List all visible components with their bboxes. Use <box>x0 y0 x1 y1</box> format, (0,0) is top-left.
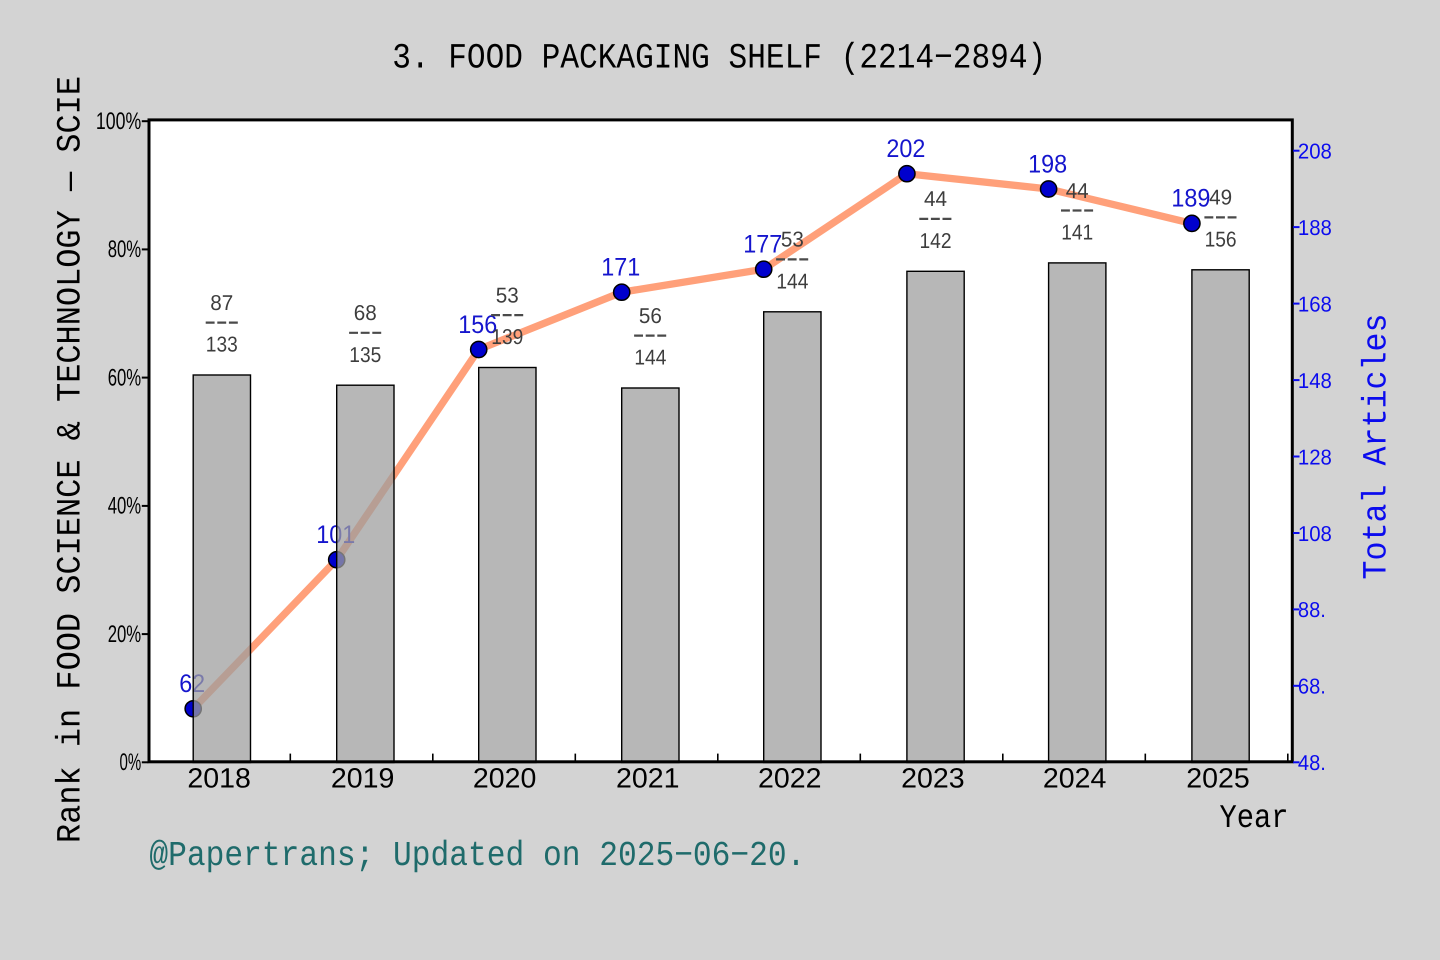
svg-text:3. FOOD PACKAGING SHELF (2214−: 3. FOOD PACKAGING SHELF (2214−2894) <box>392 38 1046 79</box>
svg-text:198: 198 <box>1028 150 1067 178</box>
svg-text:80%: 80% <box>108 236 142 263</box>
svg-text:188: 188 <box>1298 216 1332 240</box>
svg-text:2018: 2018 <box>187 763 251 794</box>
svg-text:Year: Year <box>1220 800 1289 837</box>
svg-text:2021: 2021 <box>616 763 680 794</box>
svg-text:2025: 2025 <box>1186 763 1250 794</box>
svg-text:208: 208 <box>1298 140 1332 164</box>
svg-text:177: 177 <box>743 231 782 259</box>
svg-text:100%: 100% <box>96 108 141 135</box>
svg-text:139: 139 <box>491 325 523 349</box>
svg-text:135: 135 <box>349 343 381 367</box>
svg-text:68.: 68. <box>1298 675 1326 699</box>
svg-text:87: 87 <box>210 291 233 315</box>
svg-text:49: 49 <box>1209 186 1232 210</box>
svg-text:40%: 40% <box>108 493 142 520</box>
svg-text:133: 133 <box>206 333 238 357</box>
svg-text:2024: 2024 <box>1043 763 1107 794</box>
svg-text:168: 168 <box>1298 292 1332 316</box>
svg-text:Rank in FOOD SCIENCE & TECHNOL: Rank in FOOD SCIENCE & TECHNOLOGY — SCIE <box>53 76 91 843</box>
svg-text:108: 108 <box>1298 522 1332 546</box>
svg-text:189: 189 <box>1171 185 1210 213</box>
svg-text:53: 53 <box>781 228 804 252</box>
svg-text:0%: 0% <box>120 749 142 776</box>
svg-text:60%: 60% <box>108 364 142 391</box>
svg-text:144: 144 <box>776 269 808 293</box>
svg-text:156: 156 <box>458 311 497 339</box>
svg-text:144: 144 <box>634 346 666 370</box>
svg-text:141: 141 <box>1061 221 1093 245</box>
svg-text:44: 44 <box>924 187 947 211</box>
svg-text:68: 68 <box>354 301 377 325</box>
svg-text:156: 156 <box>1205 227 1237 251</box>
svg-text:142: 142 <box>920 229 952 253</box>
svg-text:Total Articles: Total Articles <box>1359 314 1397 580</box>
svg-text:148: 148 <box>1298 369 1332 393</box>
svg-text:128: 128 <box>1298 445 1332 469</box>
svg-text:2020: 2020 <box>473 763 537 794</box>
svg-text:53: 53 <box>496 283 519 307</box>
svg-text:88.: 88. <box>1298 598 1326 622</box>
svg-text:@Papertrans; Updated on 2025−0: @Papertrans; Updated on 2025−06−20. <box>149 836 805 876</box>
svg-text:171: 171 <box>601 254 640 282</box>
svg-text:2022: 2022 <box>758 763 822 794</box>
svg-text:44: 44 <box>1066 179 1089 203</box>
svg-text:202: 202 <box>886 135 925 163</box>
svg-text:20%: 20% <box>108 621 142 648</box>
svg-text:56: 56 <box>639 304 662 328</box>
svg-text:48.: 48. <box>1298 751 1326 775</box>
svg-text:2023: 2023 <box>901 763 965 794</box>
svg-text:2019: 2019 <box>331 763 395 794</box>
